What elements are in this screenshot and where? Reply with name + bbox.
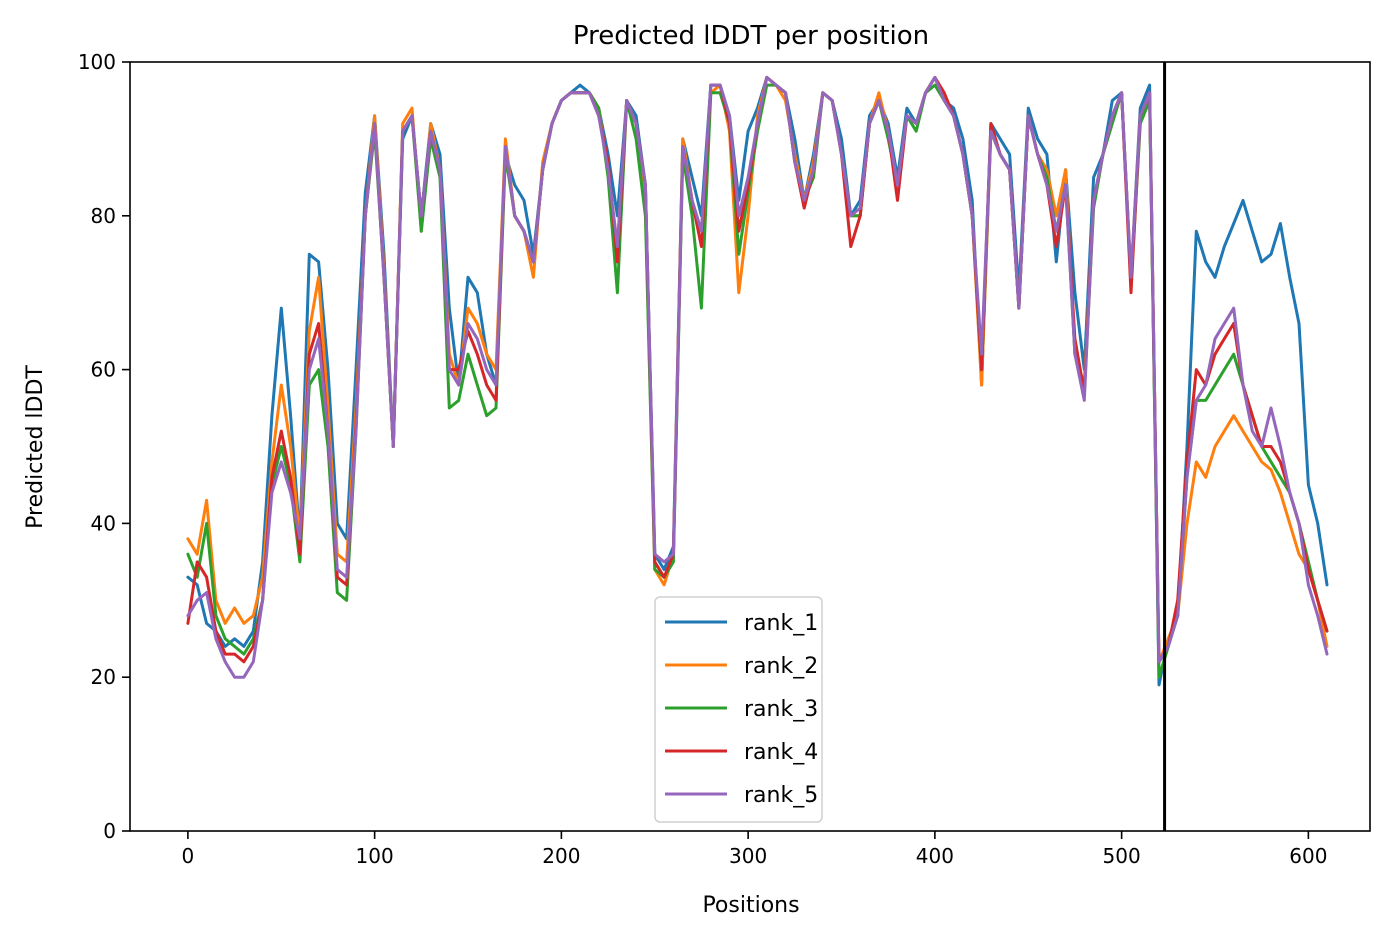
legend-label-rank_4: rank_4 bbox=[744, 740, 818, 765]
x-tick-label: 0 bbox=[182, 844, 195, 868]
y-tick-label: 40 bbox=[91, 511, 116, 535]
x-tick-label: 300 bbox=[729, 844, 767, 868]
series-line-rank_5 bbox=[186, 75, 1329, 679]
x-tick-label: 400 bbox=[916, 844, 954, 868]
y-tick-label: 0 bbox=[103, 819, 116, 843]
y-tick-label: 60 bbox=[91, 358, 116, 382]
x-axis: 0 100 200 300 400 500 600 bbox=[182, 831, 1327, 868]
x-tick-label: 200 bbox=[542, 844, 580, 868]
legend-label-rank_5: rank_5 bbox=[744, 783, 818, 808]
x-tick-label: 100 bbox=[356, 844, 394, 868]
plot-frame bbox=[129, 61, 1371, 832]
legend: rank_1 rank_2 rank_3 rank_4 rank_5 bbox=[654, 596, 823, 823]
y-tick-label: 80 bbox=[91, 204, 116, 228]
plot-area bbox=[129, 61, 1371, 832]
x-tick-label: 600 bbox=[1289, 844, 1327, 868]
y-axis-title: Predicted lDDT bbox=[23, 365, 48, 529]
y-tick-label: 100 bbox=[78, 50, 116, 74]
y-axis: 0 20 40 60 80 100 bbox=[78, 50, 130, 843]
legend-label-rank_3: rank_3 bbox=[744, 697, 818, 722]
legend-box bbox=[654, 596, 823, 823]
legend-label-rank_1: rank_1 bbox=[744, 611, 818, 636]
y-tick-label: 20 bbox=[91, 665, 116, 689]
legend-label-rank_2: rank_2 bbox=[744, 654, 818, 679]
x-axis-title: Positions bbox=[702, 893, 799, 918]
chart-title: Predicted lDDT per position bbox=[573, 21, 929, 51]
x-tick-label: 500 bbox=[1103, 844, 1141, 868]
